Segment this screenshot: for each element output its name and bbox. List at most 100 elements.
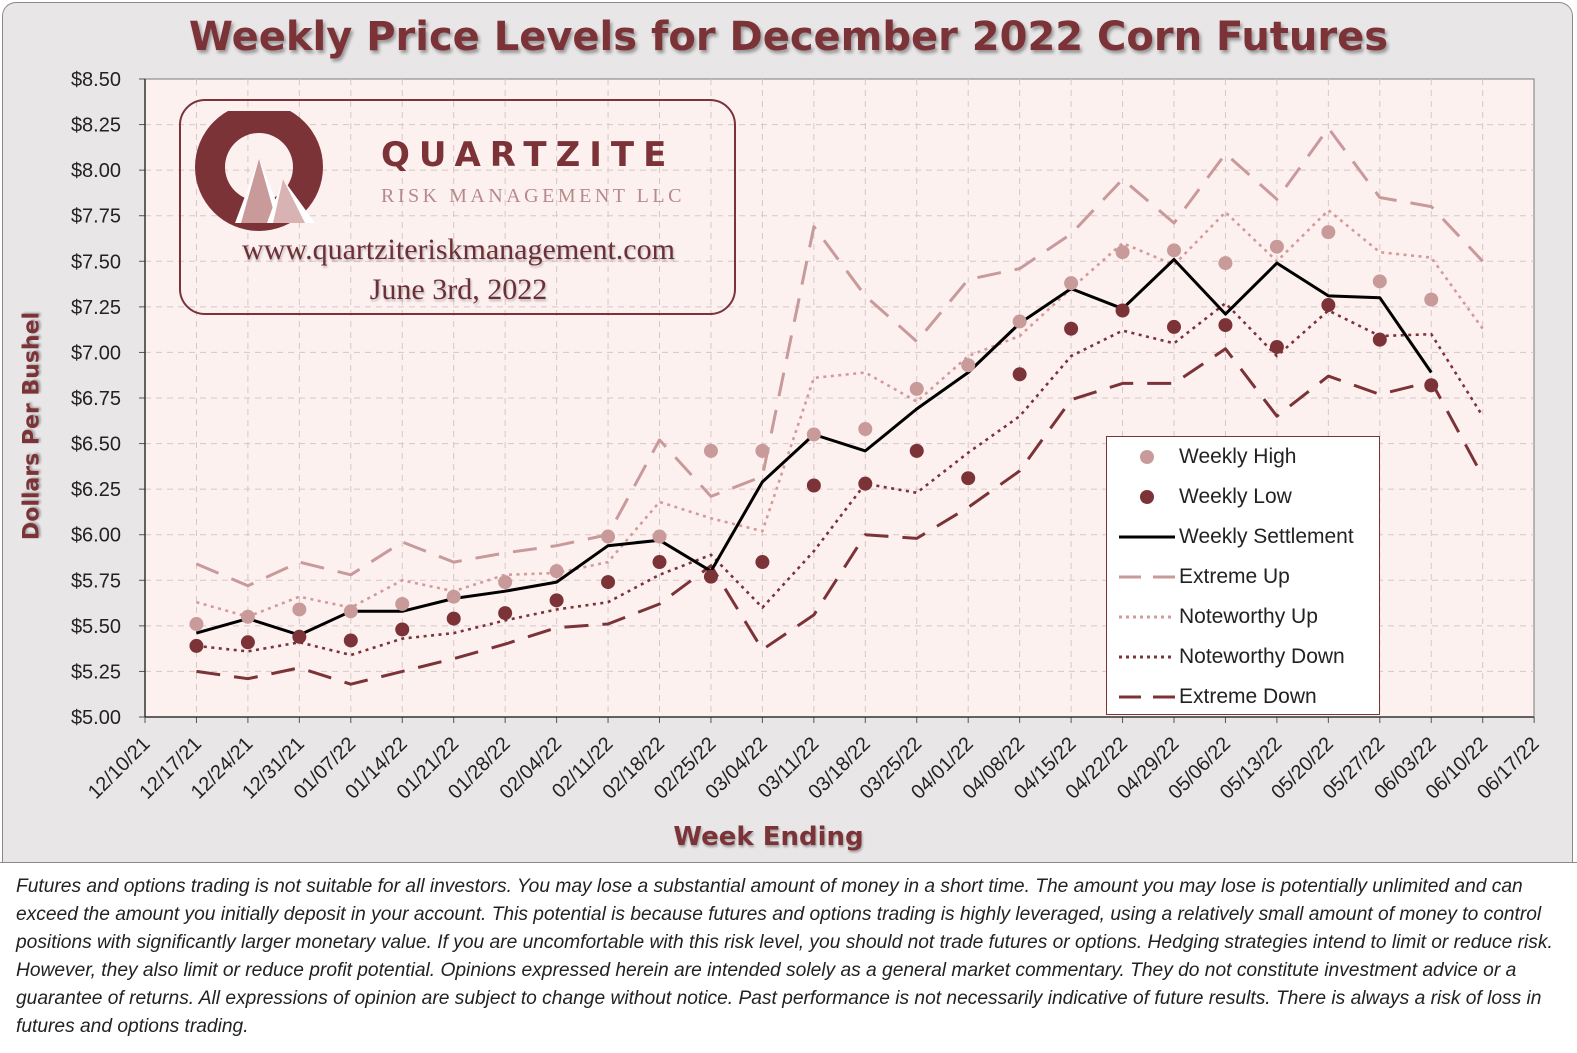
weekly-low-marker [189,638,204,653]
x-axis-label-wrap: Week Ending [0,822,1577,852]
weekly-high-marker [703,443,718,458]
long-dash-line-icon [1119,575,1175,579]
weekly-high-marker [549,564,564,579]
logo-date: June 3rd, 2022 [369,273,548,306]
legend-label: Extreme Up [1179,565,1290,588]
legend-label: Extreme Down [1179,685,1317,708]
y-axis-label: Dollars Per Bushel [19,311,45,541]
weekly-high-marker [961,358,976,373]
weekly-low-marker [755,555,770,570]
weekly-low-marker [549,593,564,608]
series [189,126,1485,686]
weekly-low-marker [858,476,873,491]
disclaimer-text: Futures and options trading is not suita… [16,876,1553,1037]
weekly-high-marker [1372,274,1387,289]
noteworthy-up-line [196,208,1484,618]
y-tick-label: $6.25 [71,479,121,501]
weekly-low-marker [498,606,513,621]
legend-item-extreme-down: Extreme Down [1107,677,1379,717]
logo-name: QUARTZITE [381,135,676,175]
x-tick-labels: 12/10/2112/17/2112/24/2112/31/2101/07/22… [84,733,1544,804]
legend-label: Weekly High [1179,445,1297,468]
y-tick-label: $7.75 [71,206,121,228]
dotted-line-icon [1119,655,1175,659]
dotted-line-icon [1119,615,1175,619]
x-axis-label: Week Ending [673,822,864,852]
weekly-low-marker [652,555,667,570]
weekly-high-marker [858,421,873,436]
weekly-high-marker [395,596,410,611]
y-tick-label: $7.00 [71,342,121,364]
weekly-low-marker [601,575,616,590]
weekly-high-marker [909,381,924,396]
legend-label: Weekly Low [1179,485,1292,508]
weekly-high-marker [1321,225,1336,240]
logo-subtitle: RISK MANAGEMENT LLC [381,185,685,207]
weekly-high-marker [240,609,255,624]
weekly-low-marker-icon [1140,490,1154,504]
weekly-low-marker [343,633,358,648]
axes [139,78,1535,723]
logo-box: QUARTZITE RISK MANAGEMENT LLC www.quartz… [179,99,736,315]
y-tick-labels: $5.00 $5.25 $5.50 $5.75 $6.00 $6.25 $6.50 $6.75… [71,69,121,729]
legend-item-noteworthy-down: Noteworthy Down [1107,637,1379,677]
y-tick-label: $8.50 [71,69,121,91]
weekly-low-marker [1218,318,1233,333]
weekly-high-marker-icon [1140,450,1154,464]
legend-item-weekly-low: Weekly Low [1107,477,1379,517]
weekly-low-marker [446,611,461,626]
weekly-high-marker [292,602,307,617]
weekly-high-marker [189,617,204,632]
weekly-low-marker [1269,339,1284,354]
y-tick-label: $5.75 [71,570,121,592]
chart-title: Weekly Price Levels for December 2022 Co… [188,14,1389,60]
legend-item-extreme-up: Extreme Up [1107,557,1379,597]
legend-item-noteworthy-up: Noteworthy Up [1107,597,1379,637]
weekly-low-marker [1424,378,1439,393]
disclaimer-box: Futures and options trading is not suita… [0,862,1577,1053]
y-tick-label: $6.00 [71,525,121,547]
quartzite-logo-icon [195,111,323,231]
weekly-high-marker [446,589,461,604]
y-axis-label-wrap: Dollars Per Bushel [10,301,54,551]
legend-label: Noteworthy Up [1179,605,1318,628]
weekly-low-marker [909,443,924,458]
y-tick-label: $5.00 [71,707,121,729]
weekly-high-marker [755,443,770,458]
weekly-low-marker [1321,298,1336,313]
y-tick-label: $8.25 [71,115,121,137]
y-tick-label: $8.00 [71,160,121,182]
noteworthy-down-line [196,301,1484,657]
weekly-high-marker [498,575,513,590]
weekly-high-marker [1269,239,1284,254]
extreme-up-line [195,126,1484,588]
weekly-low-marker [1167,319,1181,334]
solid-line-icon [1119,535,1175,539]
extreme-down-line [196,347,1485,686]
legend-item-weekly-high: Weekly High [1107,437,1379,477]
chart-legend: Weekly High Weekly Low Weekly Settlement… [1106,436,1380,715]
weekly-high-marker [806,427,821,442]
weekly-high-marker [1424,292,1439,307]
y-tick-label: $6.75 [71,388,121,410]
legend-label: Weekly Settlement [1179,525,1354,548]
y-tick-label: $7.50 [71,251,121,273]
weekly-high-marker [1218,256,1233,271]
y-tick-label: $5.25 [71,661,121,683]
weekly-low-marker [292,629,307,644]
weekly-low-marker [1012,367,1027,382]
weekly-high-marker [1167,243,1181,258]
y-tick-label: $7.25 [71,297,121,319]
y-tick-label: $5.50 [71,616,121,638]
legend-item-weekly-settlement: Weekly Settlement [1107,517,1379,557]
long-dash-line-icon [1119,695,1175,699]
weekly-low-marker [961,471,976,486]
weekly-low-marker [1372,332,1387,347]
weekly-low-marker [1064,321,1079,336]
weekly-high-marker [1012,314,1027,329]
weekly-high-marker [1064,276,1079,291]
weekly-high-marker [1115,245,1130,260]
weekly-high-marker [343,604,358,619]
weekly-low-marker [395,622,410,637]
weekly-high-marker [601,529,616,544]
